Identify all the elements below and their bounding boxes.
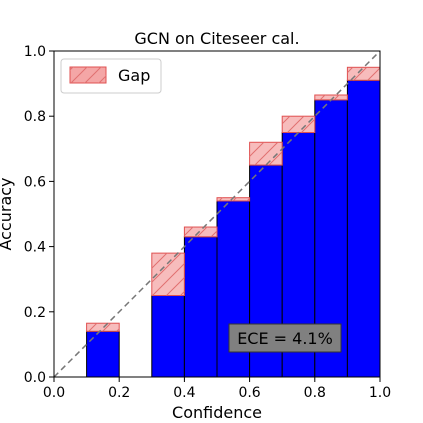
ece-annotation-box: [228, 323, 342, 353]
accuracy-bar-0: [86, 330, 120, 378]
x-axis: 0.0 0.2 0.4 0.6 0.8 1.0: [43, 377, 391, 401]
y-axis-label: Accuracy: [0, 177, 15, 250]
accuracy-bar-2: [183, 236, 218, 378]
x-tick-label-2: 0.4: [173, 385, 195, 401]
y-tick-label-3: 0.6: [24, 174, 46, 190]
chart-title: GCN on Citeseer cal.: [134, 29, 299, 48]
x-tick-label-5: 1.0: [369, 385, 391, 401]
y-tick-label-1: 0.2: [24, 305, 46, 321]
accuracy-bar-1: [151, 295, 185, 378]
plot-frame: [53, 50, 381, 378]
perfect-calibration-line: [53, 50, 381, 378]
x-tick-label-0: 0.0: [43, 385, 65, 401]
legend-gap-label: Gap: [118, 66, 150, 85]
legend-gap-swatch-hatch: [70, 67, 106, 83]
gap-hatch-2: [184, 227, 217, 237]
y-tick-label-2: 0.4: [24, 240, 46, 256]
y-tick-label-4: 0.8: [24, 109, 46, 125]
ece-annotation-text: ECE = 4.1%: [237, 329, 333, 348]
gap-hatch-3: [217, 197, 250, 201]
legend: Gap: [60, 58, 162, 94]
gap-hatch-5: [282, 116, 315, 133]
gap-hatch-6: [314, 95, 348, 100]
gap-hatch-0: [86, 323, 120, 332]
y-tick-label-0: 0.0: [24, 370, 46, 386]
x-tick-label-1: 0.2: [108, 385, 130, 401]
gap-hatch-4: [249, 142, 283, 166]
ece-annotation: ECE = 4.1%: [228, 323, 342, 353]
accuracy-bar-7: [346, 79, 381, 378]
x-tick-label-3: 0.6: [238, 385, 260, 401]
gap-hatch-7: [347, 67, 380, 81]
y-axis: 0.0 0.2 0.4 0.6 0.8 1.0: [24, 44, 54, 386]
gap-layer: [86, 66, 381, 332]
y-tick-label-5: 1.0: [24, 44, 46, 60]
x-tick-label-4: 0.8: [304, 385, 326, 401]
x-axis-label: Confidence: [172, 403, 262, 422]
